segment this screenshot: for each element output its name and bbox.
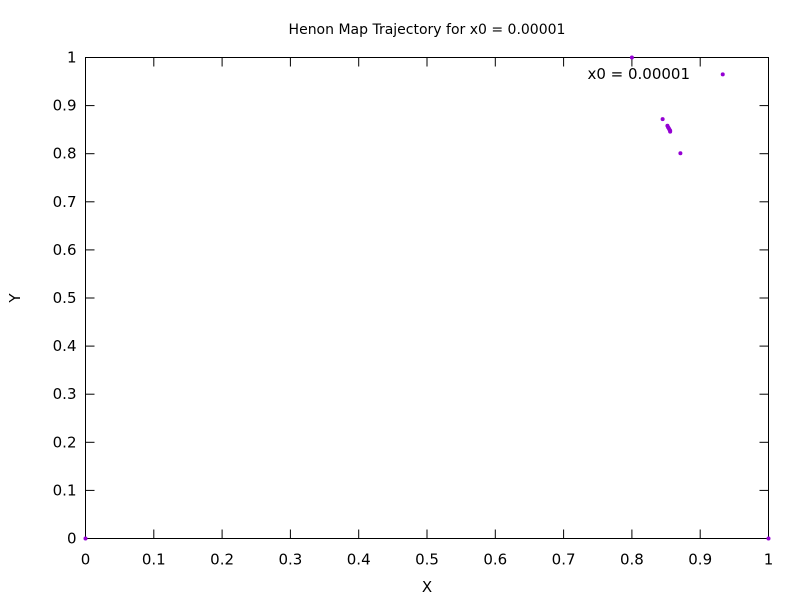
x-tick-label: 1 [764, 551, 774, 569]
x-tick-label: 0.3 [278, 551, 302, 569]
x-tick-label: 0.8 [620, 551, 644, 569]
x-tick-label: 0.9 [688, 551, 712, 569]
y-tick-label: 0.9 [53, 97, 77, 115]
x-tick-label: 0.2 [210, 551, 234, 569]
x-tick-label: 0.4 [347, 551, 371, 569]
data-point [629, 55, 634, 60]
x-tick-label: 0 [81, 551, 91, 569]
x-axis-label: X [422, 578, 432, 596]
x-tick-label: 0.6 [483, 551, 507, 569]
y-tick-label: 0.1 [53, 481, 77, 499]
x-tick-label: 0.7 [552, 551, 576, 569]
x-tick-label: 0.5 [415, 551, 439, 569]
y-tick-label: 0.3 [53, 385, 77, 403]
legend-label: x0 = 0.00001 [587, 65, 690, 83]
data-point [83, 536, 88, 541]
chart-title: Henon Map Trajectory for x0 = 0.00001 [289, 22, 566, 38]
data-point [766, 536, 771, 541]
data-point [660, 117, 665, 122]
y-tick-label: 1 [67, 49, 77, 67]
y-tick-label: 0.8 [53, 145, 77, 163]
y-tick-label: 0.4 [53, 337, 77, 355]
y-tick-label: 0.5 [53, 289, 77, 307]
x-tick-label: 0.1 [142, 551, 166, 569]
y-tick-label: 0 [67, 530, 77, 548]
data-point [720, 72, 725, 77]
y-tick-label: 0.7 [53, 193, 77, 211]
axis-ticks [85, 57, 769, 539]
y-tick-label: 0.6 [53, 241, 77, 259]
plot-frame [85, 57, 769, 539]
data-point [678, 151, 683, 156]
data-points [83, 55, 771, 541]
y-tick-label: 0.2 [53, 433, 77, 451]
y-axis-label: Y [6, 293, 24, 304]
axis-tick-labels: 0 0.1 0.2 0.3 0.4 0.5 0.6 0.7 0.8 0.9 1 0 0.1 0.2 0.3 0… [53, 49, 774, 569]
data-point [668, 129, 673, 134]
